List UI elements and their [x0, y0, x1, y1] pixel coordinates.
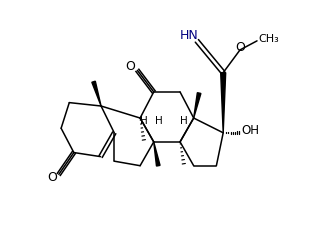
Text: HN: HN — [179, 29, 198, 42]
Text: CH₃: CH₃ — [259, 34, 279, 44]
Text: O: O — [126, 60, 135, 73]
Text: H: H — [140, 116, 148, 126]
Text: OH: OH — [242, 124, 260, 137]
Polygon shape — [154, 142, 160, 166]
Text: O: O — [236, 41, 245, 54]
Polygon shape — [194, 93, 201, 118]
Text: O: O — [47, 171, 57, 184]
Text: H: H — [180, 116, 188, 126]
Text: H: H — [155, 116, 163, 126]
Polygon shape — [221, 73, 226, 133]
Polygon shape — [92, 81, 101, 106]
